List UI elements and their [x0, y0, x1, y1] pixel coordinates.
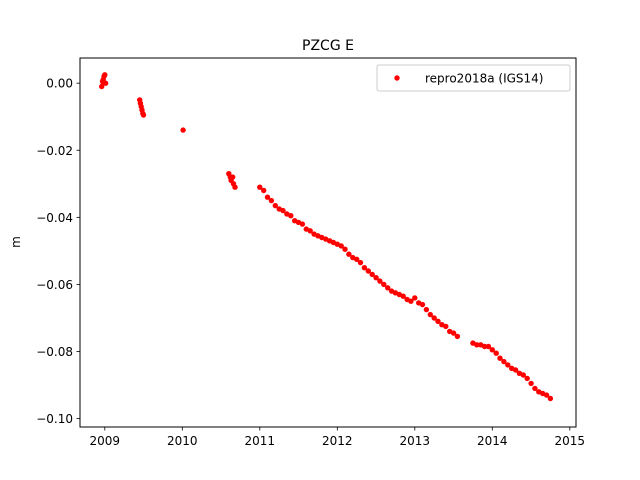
data-point — [354, 256, 360, 262]
y-tick-label: −0.06 — [36, 278, 73, 292]
data-point — [427, 311, 433, 318]
data-point — [102, 72, 108, 78]
data-point — [99, 83, 105, 90]
y-tick-label: −0.04 — [36, 211, 73, 225]
data-point — [524, 375, 530, 382]
x-tick-label: 2012 — [322, 434, 353, 448]
data-point — [268, 197, 275, 204]
y-axis-ticks: 0.00 −0.02 −0.04 −0.06 −0.08 −0.10 — [36, 77, 80, 426]
data-point — [369, 271, 375, 278]
y-axis-label: m — [9, 236, 23, 248]
data-point — [373, 275, 379, 281]
data-point — [257, 184, 263, 190]
x-axis-ticks: 2009 2010 2011 2012 2013 2014 2015 — [90, 427, 586, 448]
legend-box — [376, 64, 571, 92]
data-point — [385, 285, 391, 291]
data-point — [230, 174, 236, 180]
data-point — [400, 293, 406, 299]
data-point — [489, 347, 495, 353]
data-point — [423, 306, 430, 313]
data-point — [454, 333, 461, 340]
data-point — [264, 194, 271, 200]
data-point — [357, 259, 364, 266]
data-point — [505, 362, 511, 368]
x-tick-label: 2013 — [400, 434, 431, 448]
data-point — [102, 80, 109, 86]
plot-frame — [79, 57, 577, 428]
x-tick-label: 2015 — [555, 434, 586, 448]
chart-title: PZCG E — [302, 38, 354, 54]
data-point — [512, 367, 519, 373]
data-point — [532, 385, 538, 392]
data-point — [412, 295, 418, 301]
data-point — [346, 251, 352, 257]
legend-label: repro2018a (IGS14) — [425, 72, 543, 86]
data-point — [481, 343, 488, 350]
data-point — [365, 268, 371, 274]
data-point — [140, 112, 147, 118]
data-point — [485, 343, 492, 350]
data-point — [520, 372, 526, 378]
data-point — [288, 213, 294, 219]
data-point — [501, 358, 507, 365]
legend-marker — [394, 75, 400, 81]
data-point — [547, 395, 554, 402]
data-point — [377, 278, 383, 284]
data-point — [493, 350, 499, 356]
data-point — [435, 318, 441, 324]
x-tick-label: 2014 — [477, 434, 508, 448]
data-point — [431, 315, 437, 321]
data-point — [232, 184, 238, 190]
data-point — [180, 127, 186, 133]
y-tick-label: −0.02 — [36, 144, 73, 158]
data-point — [299, 221, 306, 227]
data-point — [261, 187, 267, 194]
data-point — [419, 301, 426, 308]
x-tick-label: 2011 — [245, 434, 276, 448]
y-tick-label: −0.10 — [36, 412, 73, 426]
data-point — [528, 380, 534, 387]
x-tick-label: 2010 — [167, 434, 198, 448]
data-point — [361, 265, 368, 271]
data-point — [497, 355, 503, 361]
legend: repro2018a (IGS14) — [376, 64, 571, 92]
data-point — [450, 330, 457, 336]
data-point — [443, 323, 449, 330]
data-point — [338, 243, 344, 249]
x-tick-label: 2009 — [90, 434, 121, 448]
data-point — [342, 246, 348, 252]
data-point — [280, 207, 286, 214]
y-tick-label: −0.08 — [36, 345, 73, 359]
data-point — [272, 202, 278, 209]
y-tick-label: 0.00 — [46, 77, 73, 91]
data-points — [99, 72, 554, 402]
data-point — [307, 228, 313, 234]
data-point — [408, 298, 414, 304]
data-point — [474, 342, 480, 348]
data-point — [381, 281, 387, 288]
data-point — [543, 392, 550, 398]
